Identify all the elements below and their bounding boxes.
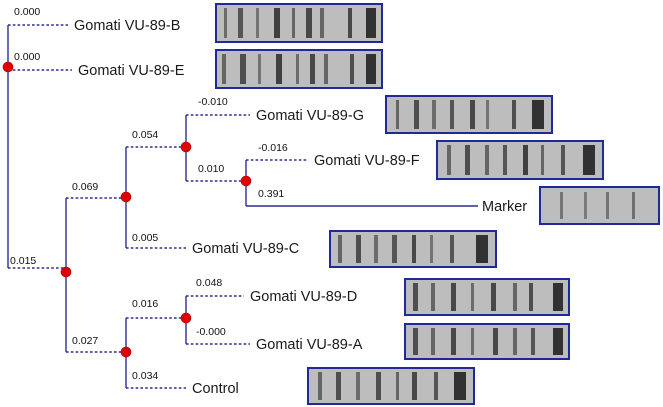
gel-lane-control [307, 367, 475, 405]
node-gf [180, 141, 192, 153]
blen-lower-group: 0.015 [10, 255, 36, 267]
blen-gf: 0.054 [132, 129, 158, 141]
blen-a: -0.000 [196, 326, 226, 338]
gel-lane-d [404, 278, 570, 316]
taxon-label-d: Gomati VU-89-D [250, 289, 357, 305]
node-root [2, 61, 14, 73]
taxon-label-e: Gomati VU-89-E [78, 63, 185, 79]
node-gfmc [120, 191, 132, 203]
node-lower-group [60, 266, 72, 278]
blen-d: 0.048 [196, 277, 222, 289]
gel-lane-c [329, 230, 497, 268]
branch-length-labels: 0.000 0.000 0.015 0.069 0.054 -0.010 0.0… [10, 6, 288, 382]
blen-marker: 0.391 [258, 188, 284, 200]
tree-branches [7, 24, 478, 389]
gel-lane-b [215, 3, 383, 43]
gel-lane-g [385, 95, 553, 134]
blen-g: -0.010 [198, 96, 228, 108]
blen-control: 0.034 [132, 370, 158, 382]
blen-e: 0.000 [14, 51, 40, 63]
taxon-label-a: Gomati VU-89-A [256, 337, 363, 353]
gel-lane-a [404, 323, 570, 360]
node-da [180, 312, 192, 324]
taxon-labels: Gomati VU-89-B Gomati VU-89-E Gomati VU-… [74, 18, 527, 397]
taxon-label-g: Gomati VU-89-G [256, 108, 364, 124]
gel-lane-e [215, 49, 383, 89]
taxon-label-marker: Marker [482, 199, 527, 215]
blen-f: -0.016 [258, 142, 288, 154]
node-dac [120, 346, 132, 358]
blen-fm: 0.010 [198, 163, 224, 175]
blen-dac: 0.027 [72, 335, 98, 347]
node-fm [240, 175, 252, 187]
taxon-label-control: Control [192, 381, 239, 397]
blen-c: 0.005 [132, 232, 158, 244]
taxon-label-b: Gomati VU-89-B [74, 18, 180, 34]
blen-b: 0.000 [14, 6, 40, 18]
blen-gfmc: 0.069 [72, 181, 98, 193]
tree-nodes [2, 61, 252, 358]
gel-lane-f [436, 140, 604, 180]
gel-lane-marker [539, 186, 660, 225]
blen-da: 0.016 [132, 298, 158, 310]
taxon-label-f: Gomati VU-89-F [314, 153, 420, 169]
taxon-label-c: Gomati VU-89-C [192, 241, 299, 257]
